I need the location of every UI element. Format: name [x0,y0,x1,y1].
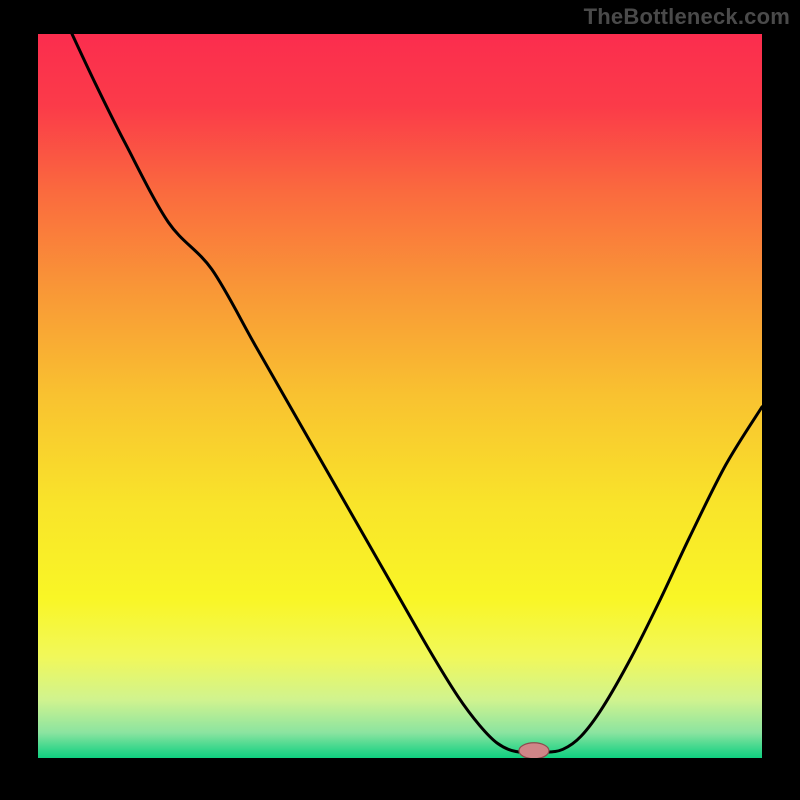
watermark-text: TheBottleneck.com [584,4,790,30]
bottleneck-chart [0,0,800,800]
chart-container: TheBottleneck.com [0,0,800,800]
plot-background [38,34,762,758]
optimal-marker [519,743,549,759]
